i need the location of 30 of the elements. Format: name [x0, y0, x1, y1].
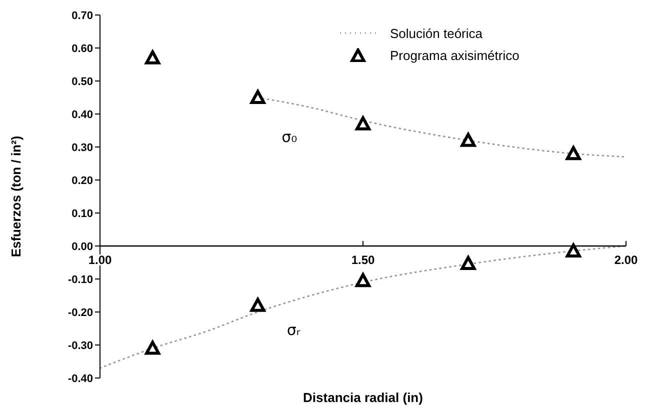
point: [566, 146, 581, 160]
y-tick-label: -0.20: [68, 306, 93, 319]
x-axis-title: Distancia radial (in): [303, 390, 423, 405]
y-tick-label: 0.60: [72, 42, 93, 55]
point: [460, 132, 476, 147]
y-tick-label: 0.30: [72, 142, 93, 154]
annotation: σ₀: [282, 128, 298, 146]
point: [460, 256, 476, 270]
annotation: σᵣ: [286, 320, 300, 339]
y-tick-label: 0.50: [72, 76, 93, 88]
y-tick-label: -0.30: [68, 340, 93, 352]
point: [356, 273, 370, 288]
legend-label: Solución teórica: [390, 26, 482, 40]
point: [250, 298, 266, 312]
y-tick-label: 0.10: [72, 208, 93, 220]
point: [250, 90, 266, 104]
y-axis-title: Esfuerzos (ton / in²): [8, 136, 24, 258]
x-tick-label: 1.50: [351, 253, 375, 267]
point: [566, 243, 581, 258]
legend-label: Programa axisimétrico: [390, 48, 520, 62]
y-tick-label: -0.40: [68, 372, 93, 385]
y-tick-label: 0.20: [72, 174, 93, 187]
point: [356, 116, 370, 130]
y-tick-label: -0.10: [68, 274, 93, 286]
point: [145, 50, 160, 64]
y-tick-label: 0.00: [72, 240, 93, 253]
y-tick-label: 0.40: [72, 108, 93, 121]
x-tick-label: 2.00: [614, 253, 638, 267]
y-tick-label: 0.70: [72, 10, 93, 22]
point: [145, 340, 160, 355]
